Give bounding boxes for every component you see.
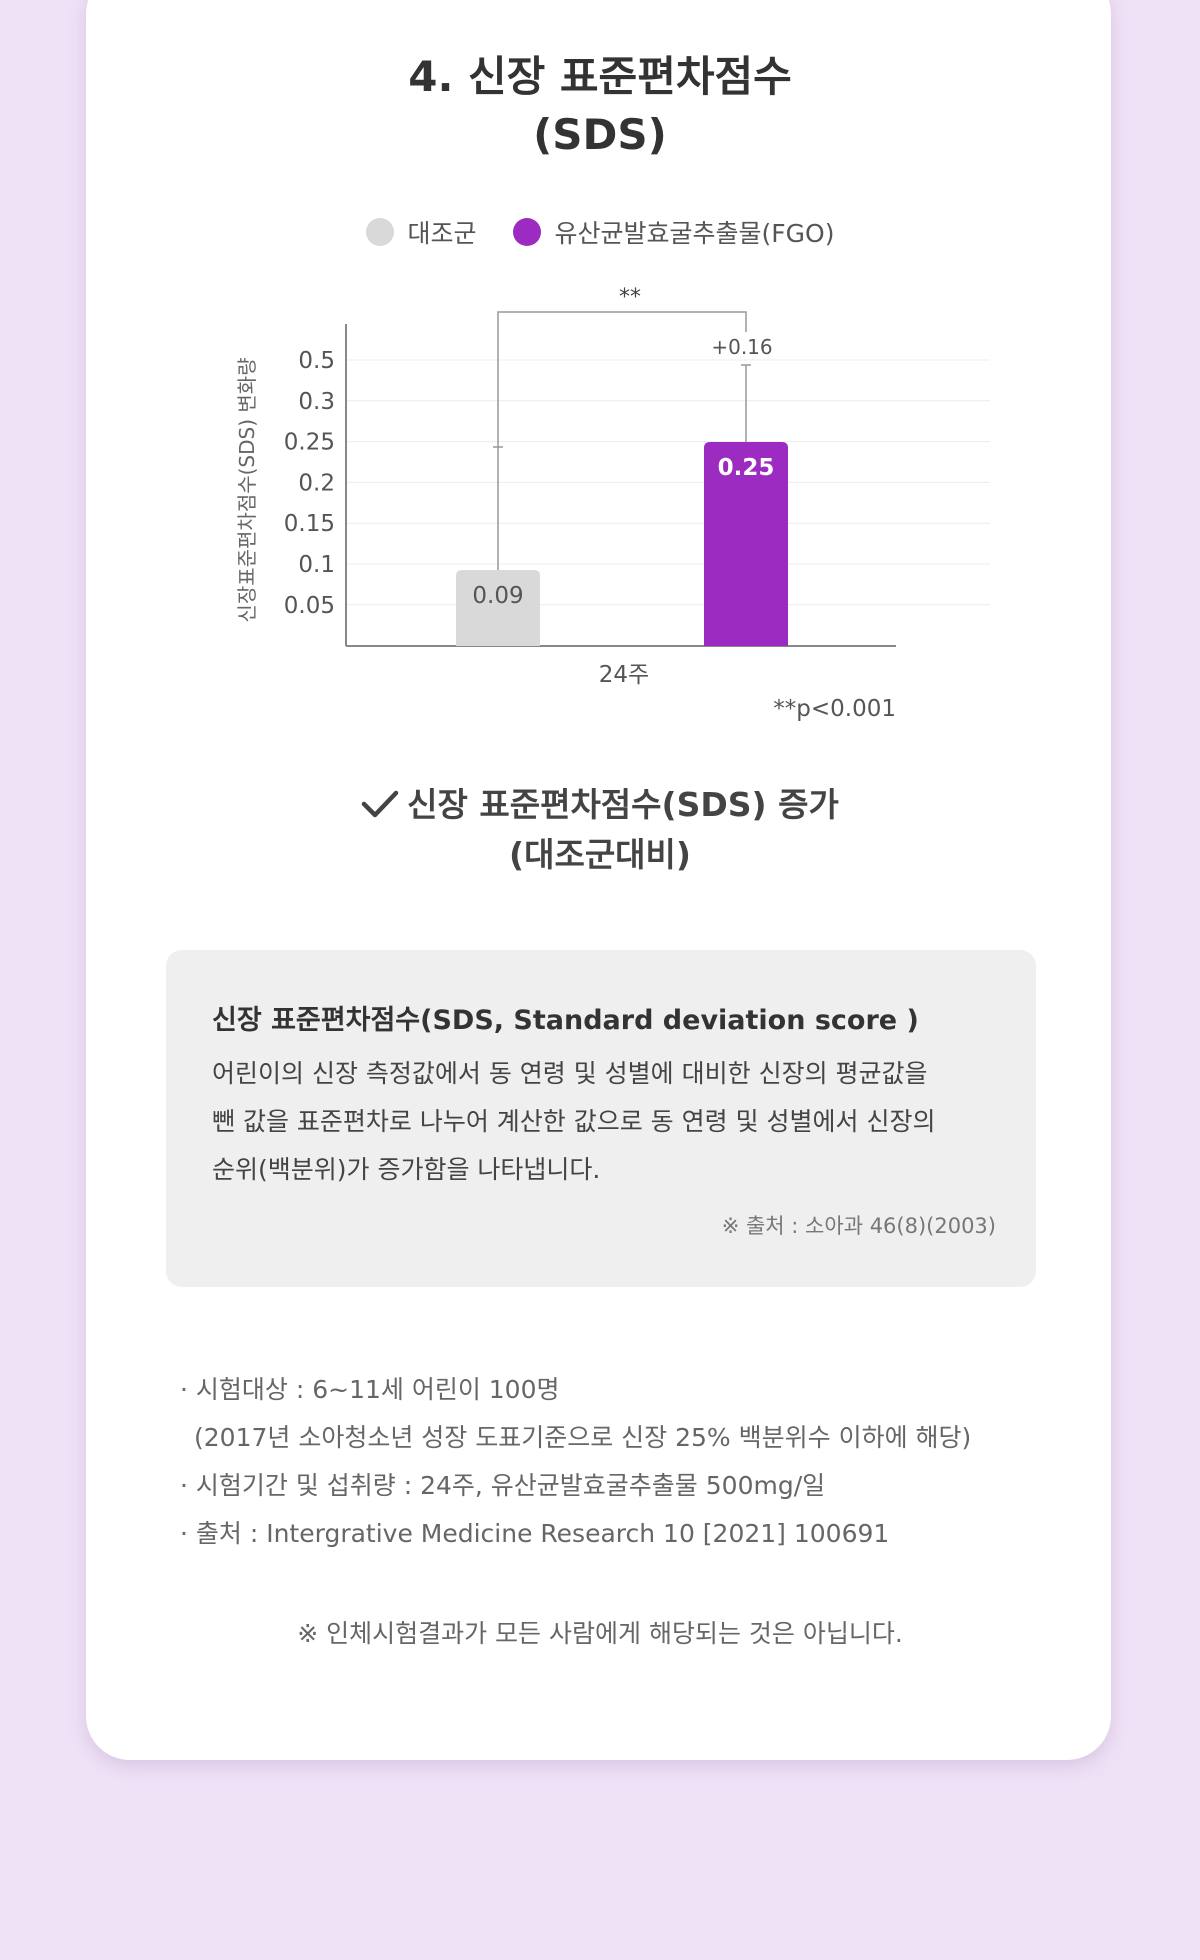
content-card (86, 0, 1111, 1760)
legend-swatch-treatment (512, 218, 541, 246)
y-tick-label: 0.2 (298, 470, 335, 496)
note-period: · 시험기간 및 섭취량 : 24주, 유산균발효굴추출물 500mg/일 (180, 1471, 826, 1500)
y-tick-label: 0.5 (298, 348, 335, 374)
legend-item-treatment: 유산균발효굴추출물(FGO) (512, 214, 835, 250)
significance-bracket (497, 311, 747, 447)
section-title-line2: (SDS) (533, 110, 667, 159)
study-notes: · 시험대상 : 6~11세 어린이 100명 (2017년 소아청소년 성장 … (180, 1366, 971, 1558)
definition-body-line2: 뺀 값을 표준편차로 나누어 계산한 값으로 동 연령 및 성별에서 신장의 (212, 1107, 936, 1136)
definition-source: ※ 출처 : 소아과 46(8)(2003) (721, 1214, 996, 1238)
bar-chart: 0.5 0.3 0.25 0.2 0.15 0.1 0.05 신장표준편차점수(SDS) 변화… (235, 285, 990, 722)
bar-value-label: 0.25 (718, 455, 775, 481)
bar-control (456, 570, 540, 646)
legend-label-control: 대조군 (407, 219, 477, 248)
bar-treatment (704, 442, 788, 646)
conclusion: 신장 표준편차점수(SDS) 증가 (대조군대비) (0, 780, 1200, 880)
legend-item-control: 대조군 (365, 214, 477, 250)
bar-value-label: 0.09 (472, 583, 523, 609)
disclaimer: ※ 인체시험결과가 모든 사람에게 해당되는 것은 아닙니다. (297, 1619, 903, 1648)
note-subject-detail: (2017년 소아청소년 성장 도표기준으로 신장 25% 백분위수 이하에 해… (194, 1423, 972, 1452)
definition-title: 신장 표준편차점수(SDS, Standard deviation score … (212, 1005, 919, 1036)
definition-box: 신장 표준편차점수(SDS, Standard deviation score … (166, 950, 1036, 1287)
y-axis-title: 신장표준편차점수(SDS) 변화량 (235, 357, 259, 622)
chart-legend: 대조군 유산균발효굴추출물(FGO) (0, 214, 1200, 250)
y-tick-label: 0.05 (284, 593, 335, 619)
definition-body-line3: 순위(백분위)가 증가함을 나타냅니다. (212, 1155, 601, 1184)
section-title: 4. 신장 표준편차점수 (SDS) (0, 48, 1200, 164)
y-tick-label: 0.3 (298, 389, 335, 415)
conclusion-line1: 신장 표준편차점수(SDS) 증가 (0, 780, 1200, 830)
section-title-line1: 4. 신장 표준편차점수 (408, 52, 792, 101)
y-tick-label: 0.1 (298, 552, 335, 578)
p-value-footnote: **p<0.001 (773, 696, 896, 722)
conclusion-text-line1: 신장 표준편차점수(SDS) 증가 (407, 785, 839, 824)
note-subject: · 시험대상 : 6~11세 어린이 100명 (180, 1375, 560, 1404)
x-category-label: 24주 (599, 662, 649, 688)
difference-label: +0.16 (711, 335, 772, 359)
legend-label-treatment: 유산균발효굴추출물(FGO) (554, 219, 835, 248)
check-icon (361, 790, 399, 818)
definition-body-line1: 어린이의 신장 측정값에서 동 연령 및 성별에 대비한 신장의 평균값을 (212, 1059, 928, 1088)
significance-marker: ** (619, 285, 641, 310)
note-source: · 출처 : Intergrative Medicine Research 10… (180, 1519, 890, 1548)
legend-swatch-control (365, 218, 394, 246)
definition-body: 어린이의 신장 측정값에서 동 연령 및 성별에 대비한 신장의 평균값을 뺀 … (212, 1050, 1012, 1194)
y-tick-label: 0.15 (284, 511, 335, 537)
y-tick-label: 0.25 (284, 430, 335, 456)
conclusion-line2: (대조군대비) (509, 835, 691, 874)
